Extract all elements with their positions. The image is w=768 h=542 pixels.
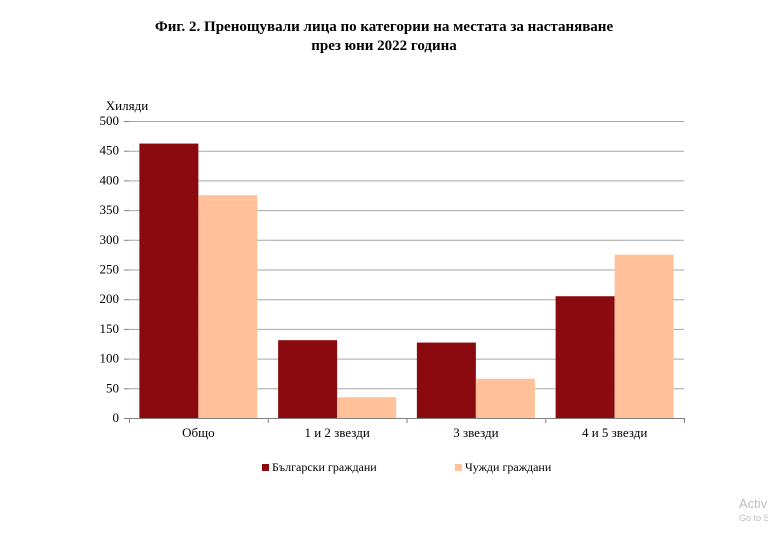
bar-bulgarian bbox=[139, 143, 199, 418]
bar-bulgarian bbox=[555, 296, 615, 418]
y-tick-label: 0 bbox=[113, 410, 120, 425]
y-tick-label: 450 bbox=[100, 143, 120, 158]
bar-foreign bbox=[198, 195, 258, 418]
legend-label: Български граждани bbox=[272, 460, 377, 474]
y-tick-label: 500 bbox=[100, 113, 120, 128]
bar-foreign bbox=[475, 378, 535, 418]
chart-title-line-2: през юни 2022 година bbox=[311, 38, 457, 54]
y-tick-label: 100 bbox=[100, 351, 120, 366]
y-tick-label: 400 bbox=[100, 172, 120, 187]
x-tick-label: Общо bbox=[182, 425, 215, 440]
legend-swatch bbox=[262, 464, 269, 471]
y-tick-label: 200 bbox=[100, 291, 120, 306]
y-tick-label: 50 bbox=[106, 380, 119, 395]
activation-watermark: Activ Go to S bbox=[739, 496, 768, 524]
legend-swatch bbox=[455, 464, 462, 471]
legend-label: Чужди граждани bbox=[465, 460, 552, 474]
chart-title-line-1: Фиг. 2. Пренощували лица по категории на… bbox=[154, 19, 614, 35]
bar-bulgarian bbox=[416, 342, 476, 418]
watermark-line-2: Go to S bbox=[739, 513, 768, 523]
y-tick-label: 150 bbox=[100, 321, 120, 336]
bar-foreign bbox=[614, 254, 674, 418]
x-tick-label: 1 и 2 звезди bbox=[304, 425, 369, 440]
y-tick-label: 300 bbox=[100, 232, 120, 247]
y-axis-label: Хиляди bbox=[106, 98, 148, 113]
bar-bulgarian bbox=[278, 340, 338, 418]
bar-foreign bbox=[337, 397, 397, 418]
y-tick-label: 250 bbox=[100, 262, 120, 277]
y-tick-label: 350 bbox=[100, 202, 120, 217]
x-tick-label: 3 звезди bbox=[453, 425, 498, 440]
chart-title: Фиг. 2. Пренощували лица по категории на… bbox=[0, 18, 768, 56]
x-tick-label: 4 и 5 звезди bbox=[582, 425, 647, 440]
watermark-line-1: Activ bbox=[739, 496, 768, 511]
